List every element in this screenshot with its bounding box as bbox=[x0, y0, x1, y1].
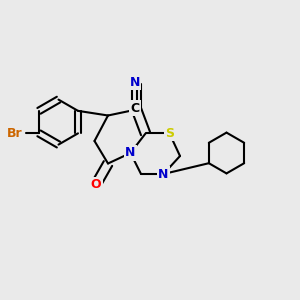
Text: N: N bbox=[125, 146, 136, 160]
Text: N: N bbox=[130, 76, 140, 89]
Text: O: O bbox=[91, 178, 101, 191]
Text: Br: Br bbox=[7, 127, 23, 140]
Text: S: S bbox=[165, 127, 174, 140]
Text: N: N bbox=[158, 167, 169, 181]
Text: C: C bbox=[130, 101, 140, 115]
